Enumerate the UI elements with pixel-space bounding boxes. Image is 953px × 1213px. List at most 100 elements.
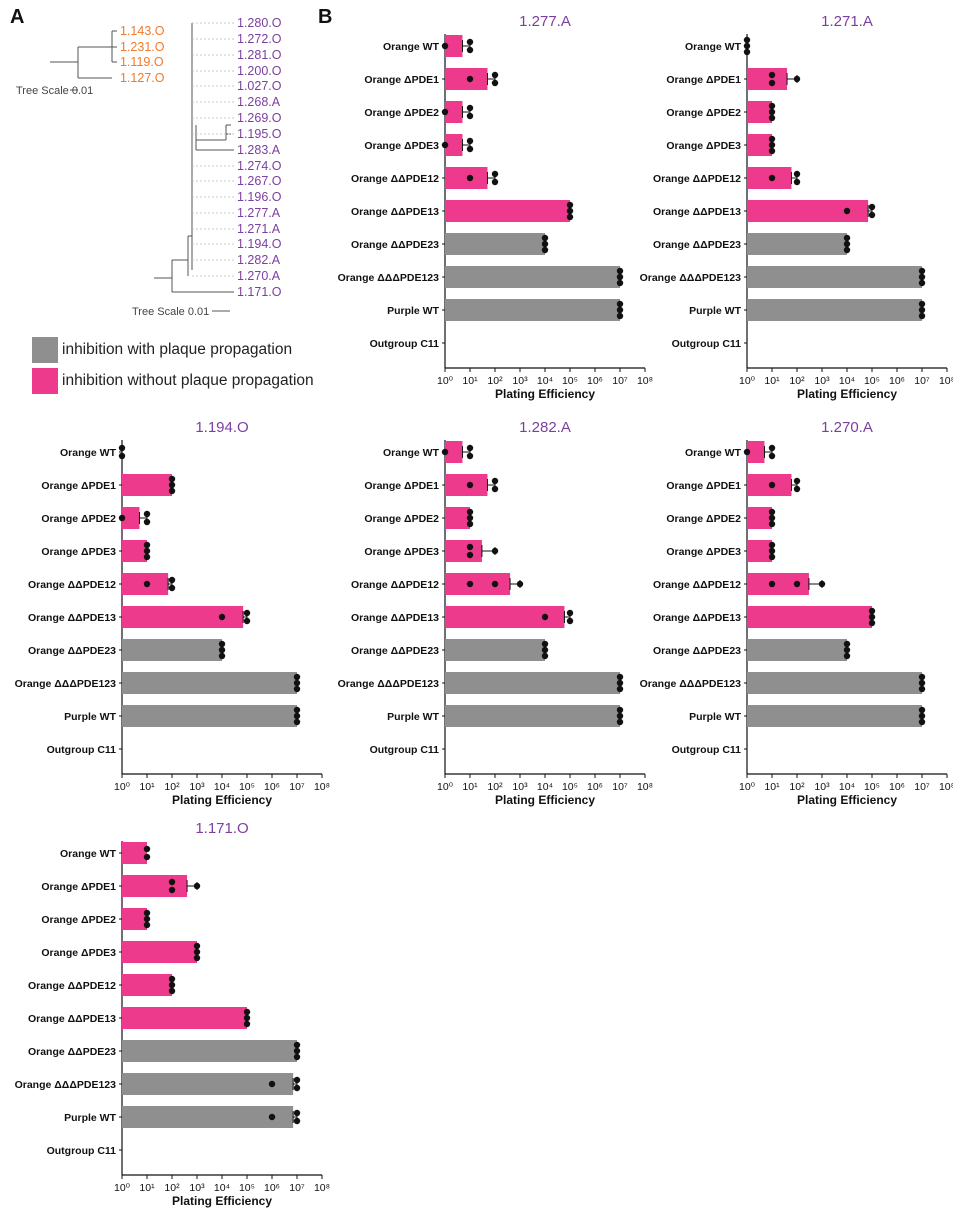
tree-leaf-label: 1.274.O [237,159,282,173]
bar-orange-pde23 [122,1040,297,1062]
data-point [466,46,474,54]
tree-leaf-label: 1.127.O [120,71,165,85]
data-point [491,485,499,493]
x-axis-label: Plating Efficiency [495,793,595,807]
data-point [768,481,776,489]
data-point [793,75,801,83]
x-axis-label: Plating Efficiency [172,1194,272,1208]
bar-orange-pde23 [747,639,847,661]
bar-orange-pde23 [747,233,847,255]
category-label: Orange ΔPDE3 [666,140,741,152]
tree-leaf-label: 1.196.O [237,190,282,204]
category-label: Orange ΔΔΔPDE123 [338,272,440,284]
data-point [293,1109,301,1117]
x-tick-label: 10⁵ [864,781,880,793]
category-label: Orange ΔΔΔPDE123 [15,678,117,690]
category-label: Orange WT [383,41,440,53]
bar-orange-pde123 [747,672,922,694]
x-tick-label: 10⁵ [562,781,578,793]
data-point [743,448,751,456]
x-tick-label: 10⁷ [914,375,930,387]
bar-orange-pde2 [122,908,147,930]
x-tick-label: 10⁵ [239,1182,255,1194]
x-tick-label: 10⁷ [612,781,628,793]
x-axis-label: Plating Efficiency [797,793,897,807]
category-label: Orange ΔPDE1 [666,480,741,492]
panel-label-b: B [318,6,333,28]
category-label: Orange ΔPDE1 [364,480,439,492]
data-point [541,234,549,242]
category-label: Orange ΔΔPDE13 [653,612,741,624]
data-point [843,240,851,248]
category-label: Orange ΔΔPDE13 [653,206,741,218]
x-tick-label: 10² [789,375,805,387]
data-point [616,685,624,693]
category-label: Orange ΔΔPDE23 [653,239,741,251]
x-tick-label: 10⁴ [214,1182,230,1194]
x-tick-label: 10⁰ [437,375,454,387]
data-point [243,609,251,617]
x-tick-label: 10⁴ [537,781,553,793]
data-point [168,886,176,894]
data-point [143,547,151,555]
x-tick-label: 10⁸ [939,781,953,793]
chart-title: 1.271.A [821,13,873,30]
x-tick-label: 10³ [189,1182,205,1194]
data-point [768,102,776,110]
data-point [768,71,776,79]
data-point [466,551,474,559]
bar-orange-pde2 [445,507,470,529]
data-point [768,553,776,561]
data-point [768,580,776,588]
data-point [243,1020,251,1028]
data-point [293,706,301,714]
x-tick-label: 10⁶ [587,375,603,387]
data-point [218,646,226,654]
data-point [491,547,499,555]
data-point [491,170,499,178]
data-point [143,853,151,861]
category-label: Orange ΔΔPDE23 [351,645,439,657]
category-label: Orange ΔΔΔPDE123 [15,1079,117,1091]
bar-orange-pde3 [747,134,772,156]
x-tick-label: 10² [487,781,503,793]
category-label: Orange ΔΔPDE23 [28,1046,116,1058]
tree-leaf-label: 1.277.A [237,206,281,220]
category-label: Orange WT [60,447,117,459]
legend-label-pink: inhibition without plaque propagation [62,372,314,389]
bar-orange-pde1 [747,68,788,90]
data-point [793,580,801,588]
bar-orange-pde13 [122,1007,247,1029]
category-label: Orange WT [60,848,117,860]
tree-leaf-label: 1.270.A [237,269,281,283]
data-point [466,520,474,528]
category-label: Outgroup C11 [370,744,440,756]
data-point [193,954,201,962]
data-point [491,477,499,485]
bar-orange-pde3 [122,941,197,963]
bar-orange-pde13 [445,200,570,222]
bar-orange-pde23 [445,639,545,661]
data-point [491,580,499,588]
category-label: Orange ΔΔPDE13 [351,612,439,624]
data-point [743,42,751,50]
legend-swatch-gray [32,337,58,363]
category-label: Orange ΔΔPDE12 [28,579,116,591]
category-label: Orange ΔΔPDE23 [653,645,741,657]
data-point [616,718,624,726]
bar-orange-pde3 [445,134,463,156]
data-point [118,452,126,460]
data-point [616,267,624,275]
bar-orange-pde3 [122,540,147,562]
data-point [868,203,876,211]
data-point [143,909,151,917]
bar-orange-pde12 [747,573,809,595]
category-label: Orange ΔPDE1 [364,74,439,86]
data-point [843,652,851,660]
tree-leaf-label: 1.027.O [237,79,282,93]
data-point [168,487,176,495]
tree-leaf-label: 1.272.O [237,32,282,46]
data-point [566,201,574,209]
category-label: Orange ΔΔPDE23 [28,645,116,657]
chart-svg-1-271-a: 1.271.A 10⁰ 10¹ 10² 10³ 10⁴ 10⁵ 10⁶ 10⁷ 10⁸ Platin… [640,13,953,401]
